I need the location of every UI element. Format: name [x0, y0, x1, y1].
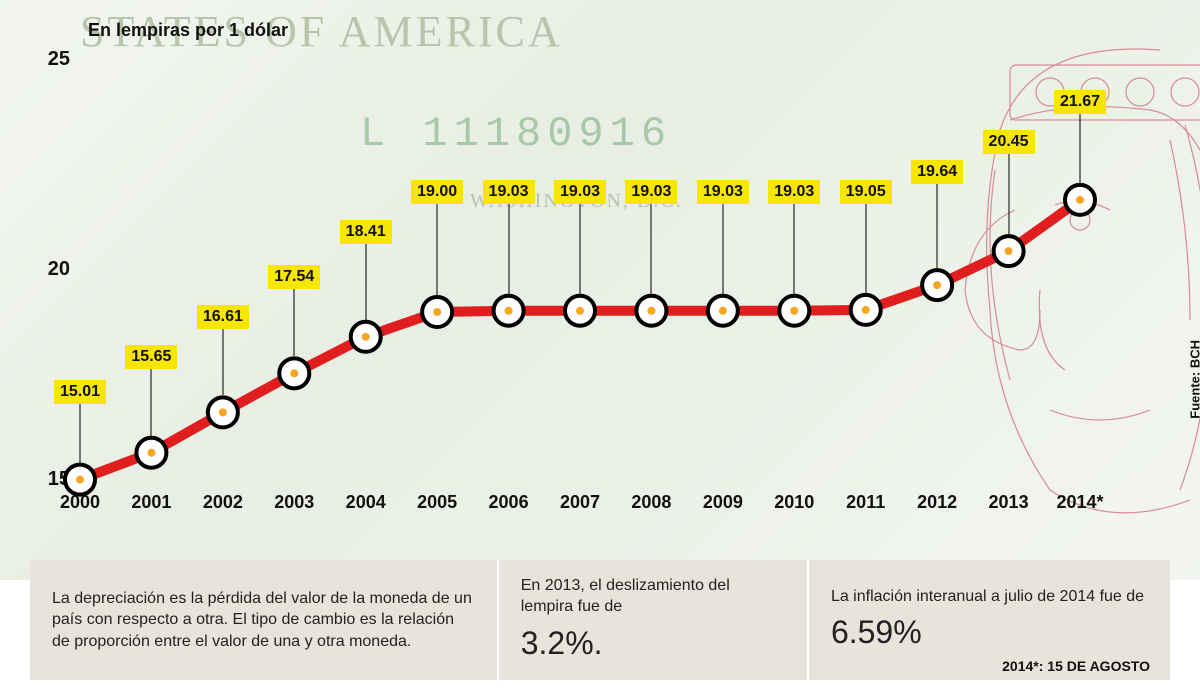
- info-box-inflation: La inflación interanual a julio de 2014 …: [809, 560, 1170, 680]
- chart-svg: [30, 20, 1110, 520]
- info-2013-value: 3.2%.: [521, 622, 785, 665]
- info-2013-text: En 2013, el deslizamiento del lempira fu…: [521, 575, 785, 618]
- source-credit: Fuente: BCH: [1188, 340, 1200, 419]
- info-box-definition: La depreciación es la pérdida del valor …: [30, 560, 497, 680]
- info-definition-text: La depreciación es la pérdida del valor …: [52, 588, 475, 653]
- info-box-2013: En 2013, el deslizamiento del lempira fu…: [499, 560, 807, 680]
- info-inflation-value: 6.59%: [831, 611, 1148, 654]
- chart-footnote: 2014*: 15 DE AGOSTO: [1002, 657, 1150, 676]
- info-inflation-text: La inflación interanual a julio de 2014 …: [831, 586, 1148, 608]
- info-panel: La depreciación es la pérdida del valor …: [30, 560, 1170, 680]
- exchange-rate-chart: En lempiras por 1 dólar 152025 200020012…: [30, 20, 1110, 520]
